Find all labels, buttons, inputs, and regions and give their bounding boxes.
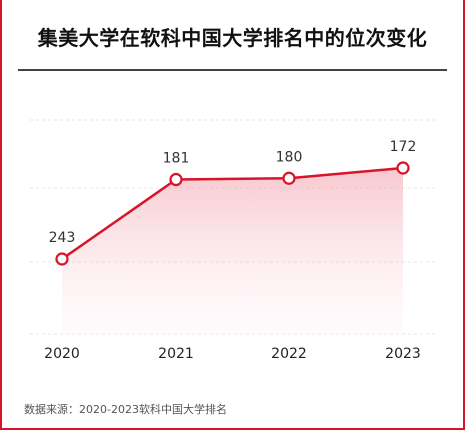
data-label: 180 <box>276 149 303 165</box>
x-tick-label: 2021 <box>158 346 194 362</box>
x-tick-label: 2020 <box>44 346 80 362</box>
data-point <box>396 161 410 175</box>
x-tick-label: 2022 <box>271 346 307 362</box>
data-point <box>282 171 296 185</box>
x-tick-label: 2023 <box>385 346 421 362</box>
data-source-note: 数据来源：2020-2023软科中国大学排名 <box>24 403 227 416</box>
data-label: 243 <box>49 230 76 246</box>
area-fill <box>62 168 403 334</box>
chart-title: 集美大学在软科中国大学排名中的位次变化 <box>37 26 428 50</box>
series-line <box>61 166 404 261</box>
title-divider <box>18 69 447 71</box>
data-point <box>169 172 183 187</box>
data-label: 181 <box>163 151 190 167</box>
data-point <box>55 252 69 266</box>
data-label: 172 <box>390 139 417 155</box>
